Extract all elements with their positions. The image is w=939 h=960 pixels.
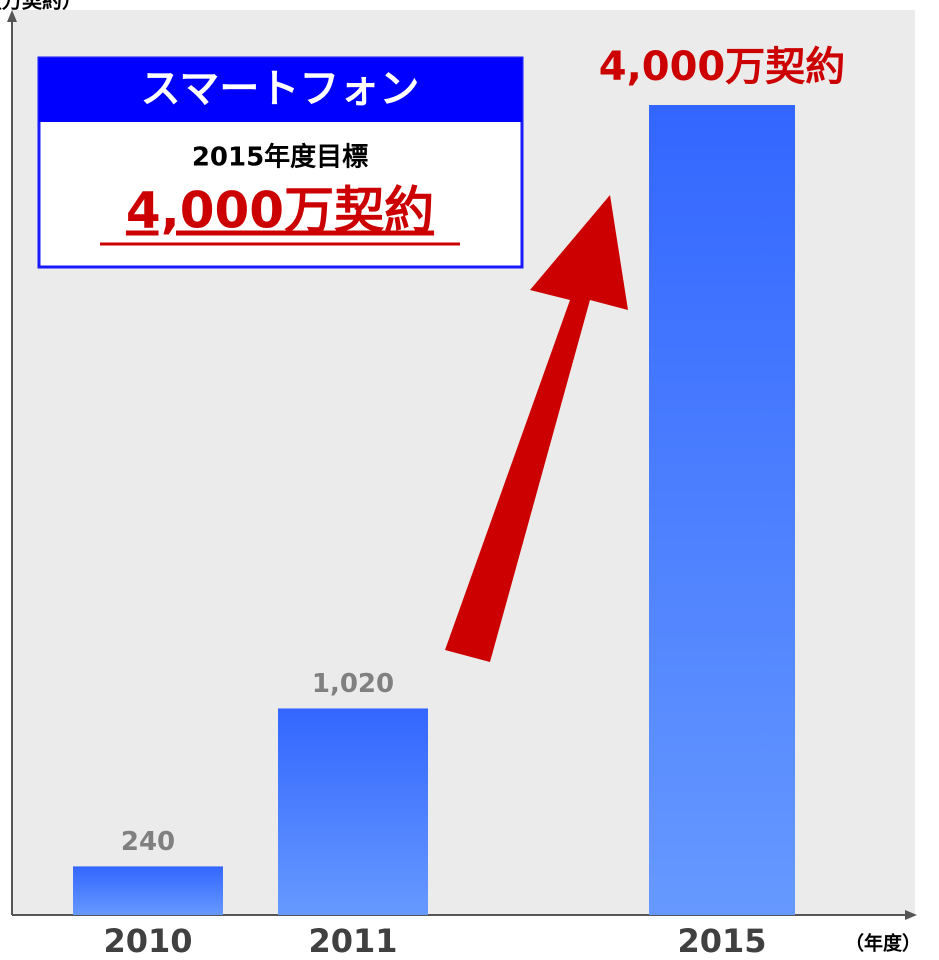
y-axis-arrow <box>7 10 17 22</box>
annotation-subtitle: 2015年度目標 <box>192 142 368 173</box>
growth-arrow <box>445 195 628 662</box>
x-axis-label: （年度） <box>845 932 921 955</box>
y-axis-label: （万契約） <box>0 0 82 13</box>
data-label: 240 <box>121 827 175 857</box>
x-tick-label: 2010 <box>103 922 192 960</box>
x-tick-label: 2015 <box>677 922 766 960</box>
annotation-header <box>39 58 522 122</box>
data-label: 1,020 <box>312 669 394 699</box>
bar <box>278 708 428 915</box>
x-tick-label: 2011 <box>308 922 397 960</box>
data-label: 4,000万契約 <box>599 44 846 90</box>
bar <box>73 866 223 915</box>
annotation-target: 4,000万契約 <box>126 182 434 240</box>
bar <box>649 105 795 915</box>
x-axis-arrow <box>905 910 917 920</box>
annotation-title: スマートフォン <box>141 66 420 112</box>
